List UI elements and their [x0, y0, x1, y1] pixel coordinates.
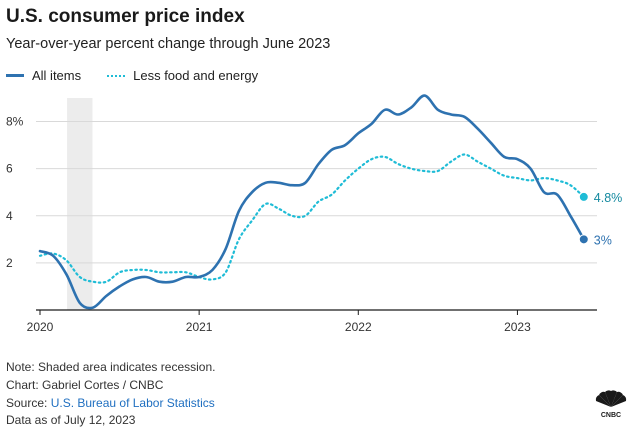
y-tick-label-6: 6 [6, 162, 13, 176]
chart-title: U.S. consumer price index [6, 6, 245, 27]
recession-shading [67, 98, 93, 310]
end-point-all-items [578, 234, 589, 245]
y-tick-label-8: 8% [6, 115, 24, 129]
y-tick-label-4: 4 [6, 209, 13, 223]
end-label-all-items: 3% [594, 233, 612, 247]
y-tick-label-2: 2 [6, 256, 13, 270]
footer-source-prefix: Source: [6, 396, 51, 410]
legend-item-core: Less food and energy [107, 68, 258, 83]
legend-swatch-core [107, 74, 126, 77]
x-tick-label-2020: 2020 [27, 320, 54, 334]
legend-label-all-items: All items [32, 68, 82, 83]
legend-swatch-all-items [6, 74, 24, 77]
chart-subtitle: Year-over-year percent change through Ju… [6, 36, 331, 52]
x-tick-label-2022: 2022 [345, 320, 372, 334]
cnbc-peacock-icon: CNBC [595, 390, 627, 419]
cnbc-logo: CNBC [589, 389, 633, 424]
chart-legend: All items Less food and energy [6, 68, 284, 83]
series-line-all-items [38, 94, 586, 310]
footer-credit: Chart: Gabriel Cortes / CNBC [6, 378, 164, 392]
end-point-core [578, 191, 589, 202]
source-link[interactable]: U.S. Bureau of Labor Statistics [50, 396, 215, 410]
legend-item-all-items: All items [6, 68, 81, 83]
footer-as-of: Data as of July 12, 2023 [6, 413, 136, 427]
legend-label-core: Less food and energy [133, 68, 259, 83]
series-line-core [38, 153, 585, 284]
cnbc-logo-text: CNBC [601, 412, 621, 419]
x-tick-label-2021: 2021 [186, 320, 213, 334]
x-tick-label-2023: 2023 [504, 320, 531, 334]
end-label-core: 4.8% [594, 191, 623, 205]
footer-source: Source: U.S. Bureau of Labor Statistics [6, 396, 215, 410]
footer-note: Note: Shaded area indicates recession. [6, 360, 216, 374]
cpi-line-chart: 2 4 6 8% 2020 2021 2022 2023 3% 4.8% [6, 94, 623, 334]
